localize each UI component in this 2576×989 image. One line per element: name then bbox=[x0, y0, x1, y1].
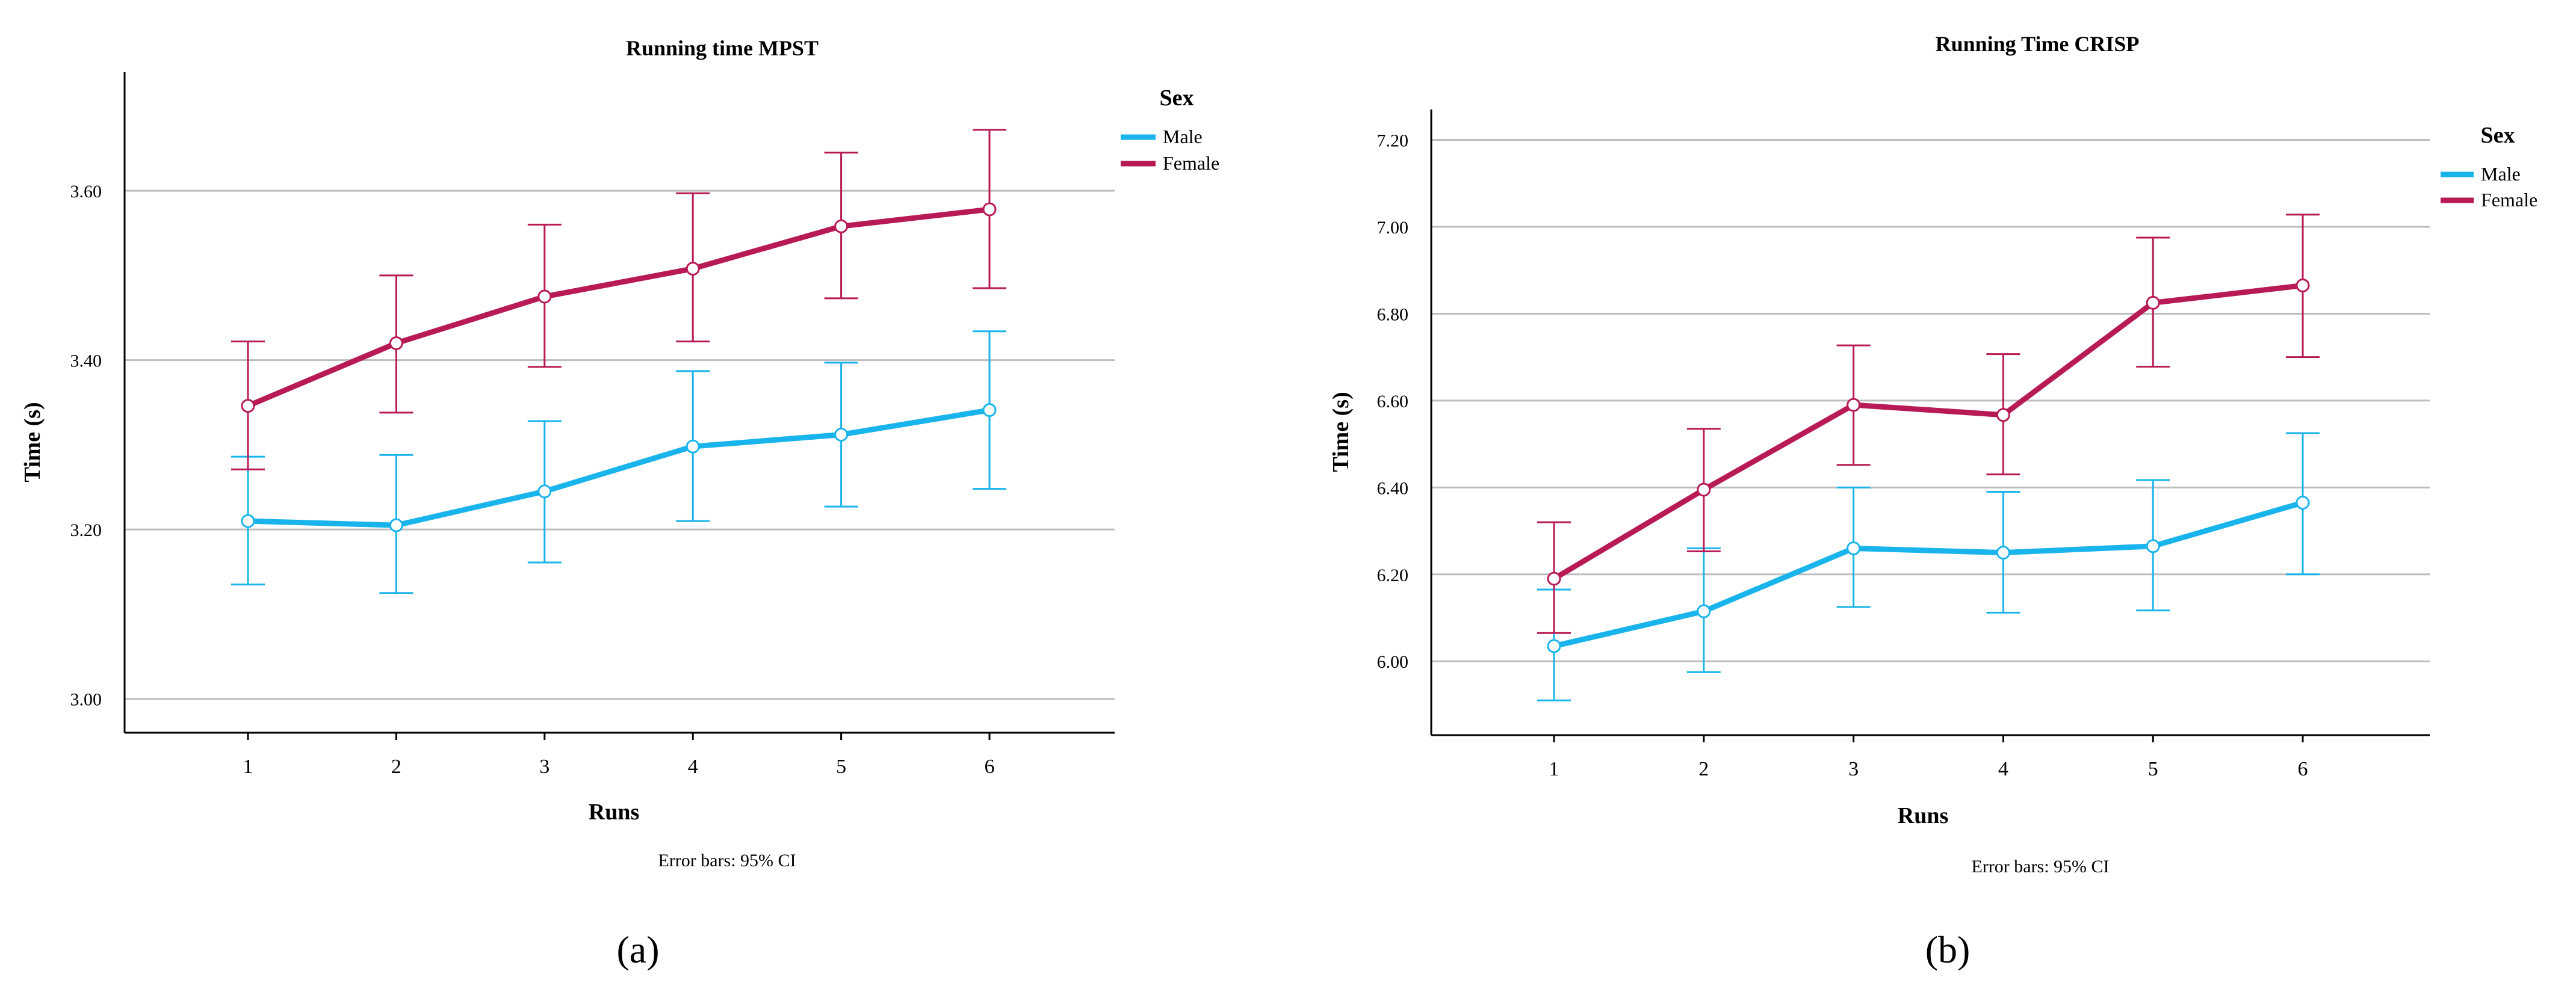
series-line-male bbox=[1553, 500, 2304, 649]
panel-label: (a) bbox=[616, 928, 659, 971]
error-bars-female bbox=[1537, 214, 2320, 634]
legend-item-male: Male bbox=[1121, 126, 1203, 147]
data-point-male bbox=[1847, 541, 1861, 555]
legend-item-female: Female bbox=[2441, 189, 2537, 211]
data-point-female bbox=[389, 336, 403, 350]
data-point-male bbox=[537, 484, 552, 499]
chart-title: Running time MPST bbox=[626, 36, 819, 60]
legend-title: Sex bbox=[1160, 85, 1194, 111]
data-point-female bbox=[1697, 482, 1711, 497]
data-point-male bbox=[1697, 604, 1711, 618]
data-point-female bbox=[1847, 398, 1861, 412]
y-axis-label: Time (s) bbox=[1328, 392, 1354, 472]
y-tick-label: 7.20 bbox=[1377, 131, 1409, 151]
legend-label-female: Female bbox=[2481, 189, 2537, 211]
data-point-male bbox=[834, 427, 849, 442]
data-point-male bbox=[2296, 496, 2310, 510]
series-line-female bbox=[1552, 283, 2303, 581]
data-point-female bbox=[241, 399, 255, 413]
y-tick-label: 6.80 bbox=[1377, 304, 1409, 324]
x-tick-label: 5 bbox=[836, 756, 846, 778]
x-tick-label: 3 bbox=[539, 756, 550, 778]
x-tick-label: 5 bbox=[2148, 758, 2158, 780]
series-female bbox=[231, 129, 1006, 470]
chart-mpst: Running time MPST Runs Time (s) Error ba… bbox=[20, 36, 1219, 971]
y-tick-label: 3.40 bbox=[70, 351, 102, 371]
y-axis-label: Time (s) bbox=[20, 402, 45, 482]
data-point-female bbox=[834, 219, 849, 233]
chart-crisp: Running Time CRISP Runs Time (s) Error b… bbox=[1328, 32, 2537, 971]
data-point-female bbox=[1547, 572, 1561, 586]
legend-label-male: Male bbox=[1163, 126, 1203, 147]
series-male bbox=[1537, 432, 2320, 701]
series-male bbox=[231, 330, 1006, 594]
error-bars-male bbox=[1537, 432, 2320, 701]
series-female bbox=[1537, 214, 2320, 634]
data-point-male bbox=[389, 518, 403, 532]
legend-label-female: Female bbox=[1163, 152, 1219, 174]
error-bars-male bbox=[231, 330, 1006, 594]
x-tick-label: 6 bbox=[2298, 758, 2308, 780]
y-tick-label: 7.00 bbox=[1377, 218, 1409, 238]
legend-item-male: Male bbox=[2441, 163, 2521, 185]
x-axis-label: Runs bbox=[1898, 803, 1949, 828]
data-point-female bbox=[537, 289, 552, 304]
series-line-female bbox=[247, 206, 990, 408]
x-tick-label: 2 bbox=[391, 756, 401, 778]
x-tick-label: 2 bbox=[1698, 758, 1709, 780]
data-point-male bbox=[1996, 546, 2010, 560]
gridlines bbox=[125, 189, 1115, 700]
x-tick-label: 1 bbox=[1549, 758, 1559, 780]
y-tick-label: 6.60 bbox=[1377, 392, 1409, 411]
data-point-male bbox=[1547, 639, 1561, 653]
data-point-male bbox=[686, 439, 700, 454]
error-bar-note: Error bars: 95% CI bbox=[658, 851, 796, 870]
error-bars-female bbox=[231, 129, 1006, 470]
x-tick-label: 4 bbox=[1998, 758, 2008, 780]
chart-title: Running Time CRISP bbox=[1936, 32, 2140, 56]
y-tick-label: 6.40 bbox=[1377, 478, 1409, 498]
data-point-male bbox=[982, 403, 997, 417]
data-point-female bbox=[2146, 295, 2160, 310]
panel-label: (b) bbox=[1925, 928, 1971, 971]
data-point-male bbox=[2146, 539, 2160, 553]
x-tick-label: 1 bbox=[243, 756, 253, 778]
y-tick-label: 3.00 bbox=[70, 690, 102, 710]
x-tick-label: 6 bbox=[985, 756, 995, 778]
legend-item-female: Female bbox=[1121, 152, 1219, 174]
data-point-female bbox=[1996, 408, 2010, 422]
series-line-male bbox=[247, 407, 990, 528]
x-tick-label: 4 bbox=[688, 756, 698, 778]
legend-title: Sex bbox=[2481, 123, 2515, 148]
x-tick-label: 3 bbox=[1848, 758, 1859, 780]
data-point-female bbox=[686, 262, 700, 276]
gridlines bbox=[1431, 139, 2430, 662]
data-point-male bbox=[241, 514, 255, 528]
data-point-female bbox=[982, 202, 997, 217]
y-tick-label: 6.20 bbox=[1377, 565, 1409, 585]
legend-label-male: Male bbox=[2481, 163, 2521, 185]
y-tick-label: 3.60 bbox=[70, 182, 102, 202]
y-tick-label: 6.00 bbox=[1377, 652, 1409, 672]
error-bar-note: Error bars: 95% CI bbox=[1971, 857, 2109, 877]
y-tick-label: 3.20 bbox=[70, 520, 102, 540]
data-point-female bbox=[2296, 279, 2310, 292]
x-axis-label: Runs bbox=[589, 800, 640, 825]
